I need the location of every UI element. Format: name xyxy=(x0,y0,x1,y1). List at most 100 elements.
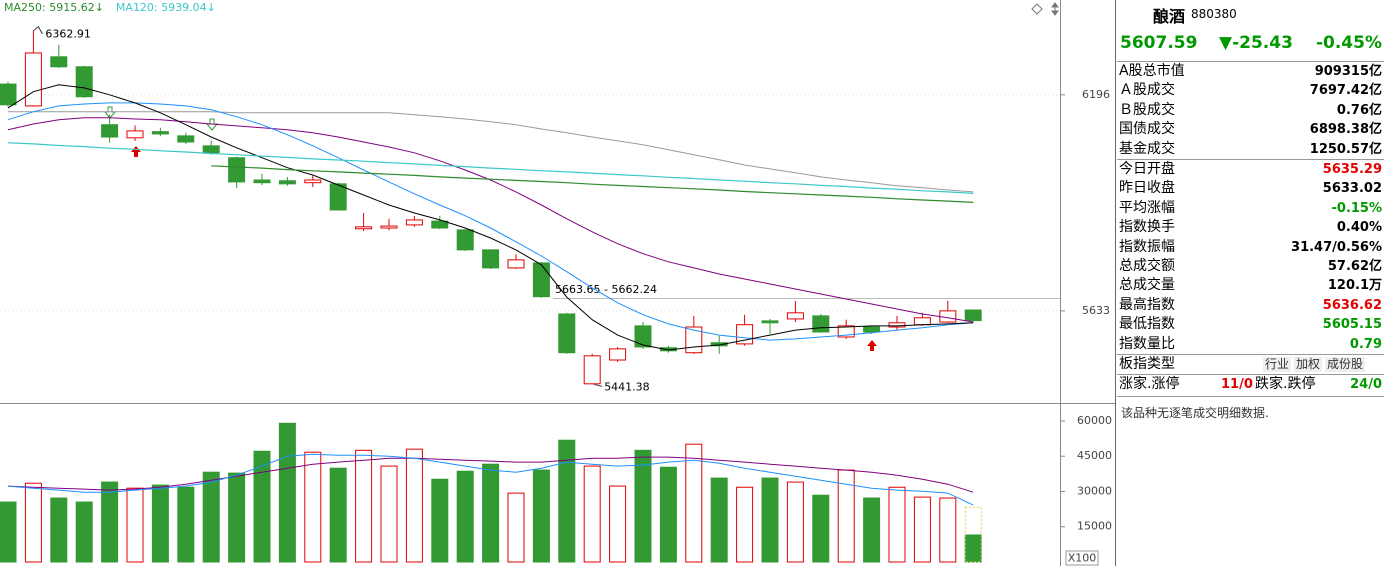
candle-body xyxy=(558,313,576,354)
row-value: 7697.42亿 xyxy=(1309,83,1382,99)
row-label: 最低指数 xyxy=(1119,316,1175,333)
candle-body xyxy=(786,312,804,320)
volume-bar xyxy=(24,482,42,563)
volume-bar xyxy=(228,472,246,563)
volume-bar xyxy=(126,487,144,563)
icon-updown[interactable] xyxy=(1051,2,1059,16)
row-label: A股总市值 xyxy=(1119,63,1185,79)
stock-code: 880380 xyxy=(1191,7,1237,21)
row-value: 5605.15 xyxy=(1322,317,1382,333)
row-label: 今日开盘 xyxy=(1119,161,1175,177)
candle-body xyxy=(278,180,296,185)
legend-entry: MA120: 5939.04↓ xyxy=(116,1,216,14)
volume-bar xyxy=(634,449,652,563)
icon-diamond[interactable] xyxy=(1031,3,1043,15)
candle-body xyxy=(761,320,779,324)
volume-ma-line xyxy=(7,456,974,493)
high-pointer xyxy=(33,25,43,34)
row-label: 平均涨幅 xyxy=(1119,199,1175,216)
row-value: -0.15% xyxy=(1331,200,1383,216)
volume-bar xyxy=(939,497,957,563)
ma-line xyxy=(211,165,974,203)
row-value: 0.40% xyxy=(1336,220,1382,236)
candle-body xyxy=(913,317,931,326)
projected-volume xyxy=(964,506,982,563)
note: 该品种无逐笔成交明细数据. xyxy=(1121,405,1269,420)
volume-bar xyxy=(380,465,398,563)
candle-body xyxy=(228,157,246,183)
volume-bar xyxy=(278,422,296,563)
volume-unit: X100 xyxy=(1068,552,1097,565)
candle-body xyxy=(304,179,322,184)
candle-body xyxy=(177,135,195,143)
separator xyxy=(1117,374,1384,376)
low-pointer xyxy=(594,383,603,387)
volume-bar xyxy=(253,450,271,563)
volume-bar xyxy=(863,497,881,563)
row-value: 0.79 xyxy=(1349,336,1382,352)
volume-tick-label: 15000 xyxy=(1077,520,1112,533)
row-label: 最高指数 xyxy=(1119,296,1175,313)
sidebar: 酿酒 880380 5607.59 ▼-25.43 -0.45% A股总市值 909315亿… xyxy=(1117,0,1384,566)
candle-body xyxy=(939,310,957,323)
row-label: Ａ股成交 xyxy=(1119,82,1175,99)
volume-bar xyxy=(685,443,703,563)
volume-bar xyxy=(736,486,754,563)
candle-body xyxy=(507,259,525,269)
volume-bar xyxy=(888,486,906,563)
ma-line xyxy=(7,117,974,323)
type-option[interactable]: 加权 xyxy=(1294,357,1323,372)
candle-body xyxy=(456,229,474,251)
candle-body xyxy=(329,183,347,211)
row-value: 57.62亿 xyxy=(1327,259,1382,274)
candle-body xyxy=(24,52,42,107)
ma-line xyxy=(7,142,974,194)
candle-body xyxy=(75,66,93,98)
volume-bar xyxy=(202,471,220,563)
type-option[interactable]: 成份股 xyxy=(1325,357,1366,372)
type-option[interactable]: 行业 xyxy=(1263,357,1292,372)
volume-bar xyxy=(329,467,347,563)
ma-line xyxy=(7,102,974,341)
row-value: 0.76亿 xyxy=(1336,102,1382,118)
type-label: 板指类型 xyxy=(1119,356,1175,372)
volume-bar xyxy=(151,484,169,563)
volume-bar xyxy=(456,470,474,563)
candle-body xyxy=(710,342,728,347)
row-label: 昨日收盘 xyxy=(1119,180,1175,197)
candle-body xyxy=(863,326,881,333)
high-label: 6362.91 xyxy=(45,28,91,41)
row-value: 31.47/0.56% xyxy=(1291,239,1382,255)
candle-body xyxy=(202,145,220,154)
background xyxy=(0,0,1116,566)
volume-bar xyxy=(710,477,728,563)
volume-bar xyxy=(431,478,449,563)
volume-bar xyxy=(964,534,982,563)
low-label: 5441.38 xyxy=(604,380,650,393)
row-value: 1250.57亿 xyxy=(1309,141,1382,157)
unit-box xyxy=(1065,550,1099,566)
change: ▼-25.43 xyxy=(1219,33,1293,53)
range-label: 5663.65 - 5662.24 xyxy=(555,283,657,296)
chart: 5663.65 - 5662.24 X100 6196 5633 60000 4500… xyxy=(0,0,1116,566)
candle-body xyxy=(964,309,982,322)
row-label: 基金成交 xyxy=(1119,140,1175,157)
candle-body xyxy=(812,315,830,333)
volume-bar xyxy=(532,469,550,563)
row-value: 6898.38亿 xyxy=(1309,122,1382,138)
volume-bar xyxy=(101,481,119,563)
candle-body xyxy=(405,219,423,226)
row-label: 指数振幅 xyxy=(1119,238,1175,255)
row-value: 5633.02 xyxy=(1322,181,1382,197)
volume-bar xyxy=(812,494,830,563)
volume-bar xyxy=(507,492,525,563)
candle-body xyxy=(253,179,271,184)
volume-bar xyxy=(609,485,627,563)
candle-body xyxy=(380,225,398,229)
candle-body xyxy=(583,355,601,385)
separator xyxy=(1117,159,1384,160)
volume-bar xyxy=(558,439,576,563)
volume-tick-label: 45000 xyxy=(1077,449,1112,462)
row-label: 指数换手 xyxy=(1119,219,1175,236)
y-tick-label: 6196 xyxy=(1082,88,1110,101)
